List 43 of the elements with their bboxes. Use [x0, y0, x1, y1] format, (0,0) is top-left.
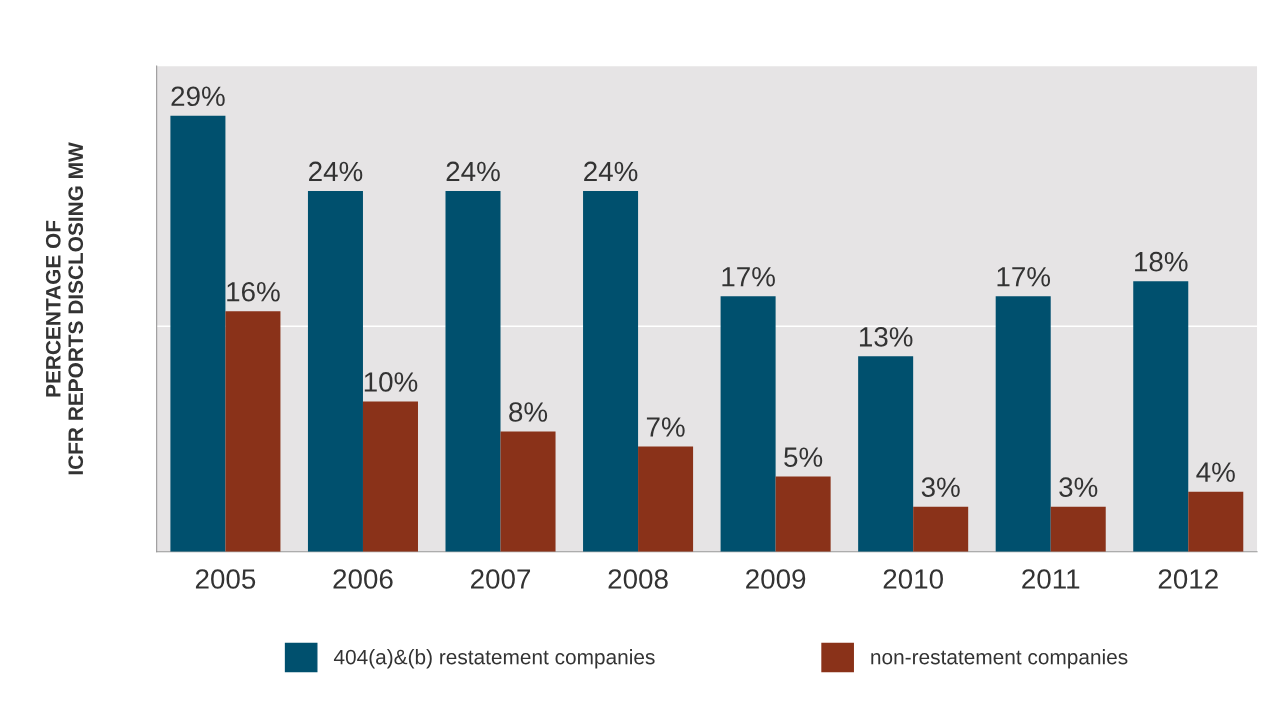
data-label: 18%: [1135, 251, 1188, 272]
data-label: 17%: [722, 266, 775, 287]
data-label: 7%: [646, 417, 685, 437]
data-label: 17%: [997, 266, 1051, 287]
bar: [1188, 491, 1244, 552]
data-label: 3%: [921, 477, 960, 498]
x-tick-label: 2011: [1022, 569, 1080, 589]
bar: [1050, 506, 1106, 552]
bar: [445, 190, 501, 552]
bar: [995, 296, 1051, 552]
legend-label: 404(a)&(b) restatement companies: [333, 649, 655, 669]
bar: [307, 190, 363, 552]
data-label: 5%: [784, 447, 823, 467]
legend-label: non-restatement companies: [871, 649, 1128, 669]
x-tick-label: 2008: [608, 569, 668, 589]
bar: [225, 311, 281, 552]
bar: [170, 115, 226, 552]
data-label: 16%: [227, 281, 280, 302]
x-tick-label: 2005: [195, 569, 256, 589]
x-tick-label: 2009: [746, 569, 806, 589]
bar: [638, 446, 694, 552]
data-label: 24%: [309, 161, 363, 182]
y-axis-title: PERCENTAGE OF ICFR REPORTS DISCLOSING MW: [45, 142, 84, 475]
data-label: 8%: [509, 402, 548, 422]
bar: [858, 356, 914, 552]
x-tick-label: 2006: [333, 569, 393, 589]
x-tick-label: 2007: [471, 569, 531, 589]
data-label: 13%: [859, 327, 913, 347]
data-label: 4%: [1196, 462, 1235, 482]
bar: [362, 401, 418, 552]
bar: [1133, 281, 1189, 552]
bar: [720, 296, 776, 552]
x-tick-label: 2012: [1158, 569, 1218, 589]
bar: [775, 476, 831, 552]
data-label: 3%: [1059, 477, 1098, 498]
bar: [500, 431, 556, 552]
data-label: 24%: [446, 161, 500, 182]
data-label: 24%: [584, 161, 638, 182]
data-label: 10%: [364, 372, 418, 392]
bar: [583, 190, 639, 552]
data-label: 29%: [171, 86, 225, 107]
bar: [913, 506, 969, 552]
x-tick-label: 2010: [883, 569, 943, 589]
